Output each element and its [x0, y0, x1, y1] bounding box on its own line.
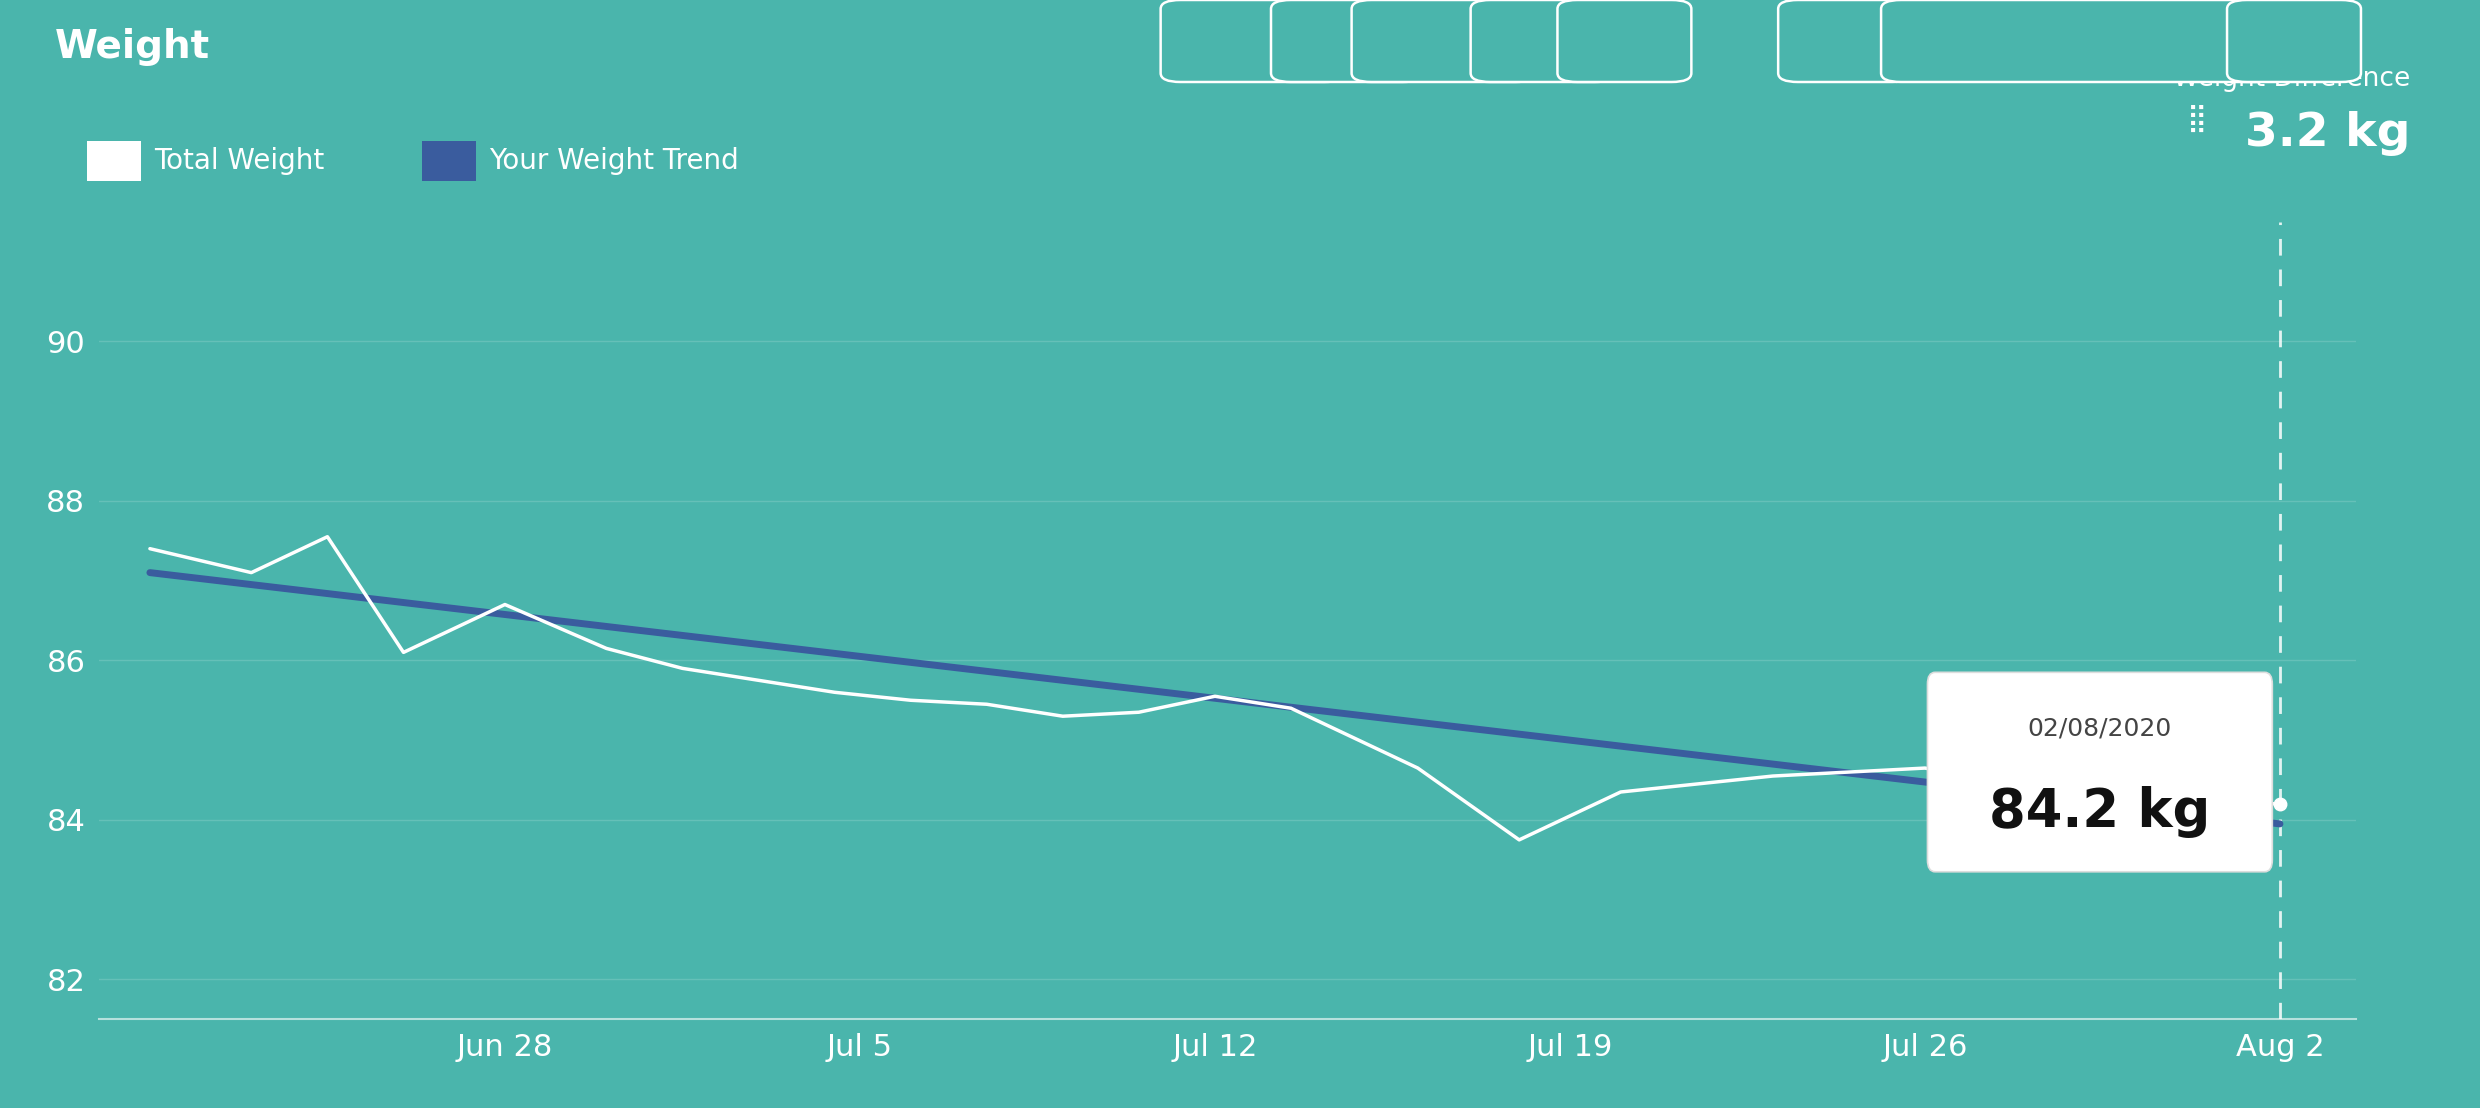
Text: >: > — [2282, 25, 2306, 54]
Text: ⊞: ⊞ — [1922, 30, 1939, 50]
Text: Your Weight Trend: Your Weight Trend — [489, 146, 739, 175]
Text: 84.2 kg: 84.2 kg — [1989, 786, 2210, 838]
Text: 30 days: 30 days — [1396, 28, 1490, 52]
Text: 3.2 kg: 3.2 kg — [2244, 111, 2411, 156]
Text: 1 yr: 1 yr — [1520, 28, 1565, 52]
Text: 1 wk: 1 wk — [1319, 28, 1374, 52]
FancyBboxPatch shape — [1927, 673, 2272, 872]
Text: 21 Jun 2020 - 2 Aug 2020: 21 Jun 2020 - 2 Aug 2020 — [1957, 30, 2239, 50]
Text: Weight Difference: Weight Difference — [2172, 66, 2411, 92]
Text: Total Weight: Total Weight — [154, 146, 325, 175]
Text: All: All — [1610, 28, 1639, 52]
Text: ⣿: ⣿ — [2187, 105, 2207, 133]
Text: Today: Today — [1218, 28, 1287, 52]
Text: 02/08/2020: 02/08/2020 — [2029, 716, 2172, 740]
Text: <: < — [1840, 25, 1865, 54]
Text: Weight: Weight — [55, 28, 211, 65]
